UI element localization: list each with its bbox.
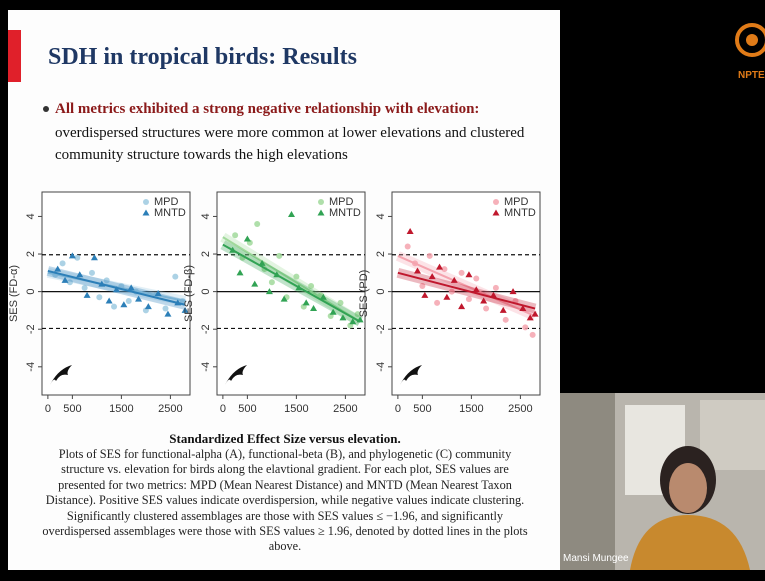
x-tick-label: 1500: [459, 403, 483, 415]
point: [269, 279, 275, 285]
legend-label: MNTD: [329, 207, 361, 219]
logo-text: NPTE: [738, 70, 765, 81]
x-tick-label: 0: [45, 403, 51, 415]
point: [89, 270, 95, 276]
point: [483, 306, 489, 312]
point: [60, 260, 66, 266]
legend-marker: [493, 199, 499, 205]
y-tick-label: 2: [25, 251, 37, 257]
point: [522, 324, 528, 330]
point: [96, 294, 102, 300]
point: [466, 296, 472, 302]
y-axis-label: SES (PD): [358, 270, 370, 318]
y-tick-label: 2: [375, 251, 387, 257]
face: [669, 463, 707, 513]
y-tick-label: 2: [200, 251, 212, 257]
logo-center: [746, 34, 758, 46]
point: [427, 253, 433, 259]
y-axis-label: SES (FD-α): [8, 265, 20, 322]
legend-marker: [318, 199, 324, 205]
point: [530, 332, 536, 338]
y-tick-label: 4: [200, 213, 212, 219]
y-tick-label: -2: [375, 324, 387, 334]
y-tick-label: 0: [25, 289, 37, 295]
x-tick-label: 0: [220, 403, 226, 415]
plot-frame: [217, 192, 365, 395]
x-tick-label: 0: [395, 403, 401, 415]
slide-title: SDH in tropical birds: Results: [48, 44, 357, 71]
x-tick-label: 2500: [158, 403, 182, 415]
y-tick-label: 0: [375, 289, 387, 295]
y-axis-label: SES (FD-β): [183, 265, 195, 322]
y-tick-label: 4: [25, 213, 37, 219]
caption-heading: Standardized Effect Size versus elevatio…: [40, 431, 530, 447]
point: [493, 285, 499, 291]
accent-bar: [8, 30, 21, 82]
x-tick-label: 2500: [508, 403, 532, 415]
point: [162, 306, 168, 312]
point: [405, 244, 411, 250]
bullet-line: community structure towards the high ele…: [55, 147, 348, 164]
legend-label: MNTD: [504, 207, 536, 219]
y-tick-label: -2: [25, 324, 37, 334]
bullet-heading: All metrics exhibited a strong negative …: [55, 101, 479, 118]
x-tick-label: 1500: [109, 403, 133, 415]
y-tick-label: -4: [25, 362, 37, 372]
point: [232, 232, 238, 238]
webcam: Mansi Mungee: [560, 393, 765, 570]
y-tick-label: -4: [200, 362, 212, 372]
y-tick-label: -2: [200, 324, 212, 334]
y-tick-label: 0: [200, 289, 212, 295]
x-tick-label: 1500: [284, 403, 308, 415]
x-tick-label: 500: [238, 403, 256, 415]
point: [434, 300, 440, 306]
door: [560, 393, 615, 570]
point: [172, 274, 178, 280]
y-tick-label: 4: [375, 213, 387, 219]
point: [459, 270, 465, 276]
legend-label: MNTD: [154, 207, 186, 219]
caption-text: Plots of SES for functional-alpha (A), f…: [40, 447, 530, 555]
bullet: [43, 106, 49, 112]
x-tick-label: 2500: [333, 403, 357, 415]
speaker-name: Mansi Mungee: [563, 553, 629, 564]
y-tick-label: -4: [375, 362, 387, 372]
point: [126, 298, 132, 304]
screen: NPTE Mansi Mungee -4-2024050015002500SES…: [0, 0, 765, 581]
legend-marker: [143, 199, 149, 205]
point: [276, 253, 282, 259]
point: [503, 317, 509, 323]
bullet-line: overdispersed structures were more commo…: [55, 125, 524, 142]
x-tick-label: 500: [413, 403, 431, 415]
point: [111, 304, 117, 310]
x-tick-label: 500: [63, 403, 81, 415]
point: [473, 275, 479, 281]
point: [254, 221, 260, 227]
